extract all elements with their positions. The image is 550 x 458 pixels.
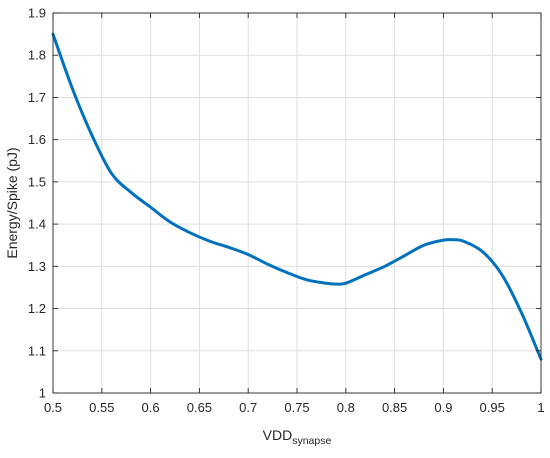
x-tick-label: 1	[537, 400, 544, 415]
x-tick-label: 0.55	[89, 400, 114, 415]
y-axis-label: Energy/Spike (pJ)	[4, 147, 20, 258]
x-tick-label: 0.6	[142, 400, 160, 415]
ticks	[52, 12, 542, 394]
y-tick-label: 1.2	[28, 301, 46, 316]
x-tick-label: 0.85	[382, 400, 407, 415]
y-tick-label: 1	[39, 386, 46, 401]
y-tick-label: 1.6	[28, 132, 46, 147]
series-line	[51, 32, 543, 361]
x-axis-label-main: VDD	[263, 427, 293, 443]
x-tick-label: 0.8	[337, 400, 355, 415]
y-tick-label: 1.4	[28, 217, 46, 232]
x-tick-label: 0.9	[434, 400, 452, 415]
x-tick-label: 0.5	[44, 400, 62, 415]
x-axis-label: VDDsynapse	[263, 427, 332, 447]
x-tick-label: 0.95	[480, 400, 505, 415]
x-axis-label-subscript: synapse	[292, 435, 331, 447]
x-tick-label: 0.75	[284, 400, 309, 415]
x-tick-label: 0.7	[239, 400, 257, 415]
y-tick-label: 1.9	[28, 6, 46, 21]
y-tick-label: 1.7	[28, 90, 46, 105]
series-layer	[51, 32, 543, 361]
tick-labels: 0.5 0.55 0.6 0.65 0.7 0.75 0.8 0.85 0.9 0.95 1 1 1.1…	[28, 6, 545, 416]
y-tick-label: 1.5	[28, 174, 46, 189]
y-tick-label: 1.3	[28, 259, 46, 274]
x-tick-label: 0.65	[187, 400, 212, 415]
y-tick-label: 1.8	[28, 48, 46, 63]
y-tick-label: 1.1	[28, 343, 46, 358]
